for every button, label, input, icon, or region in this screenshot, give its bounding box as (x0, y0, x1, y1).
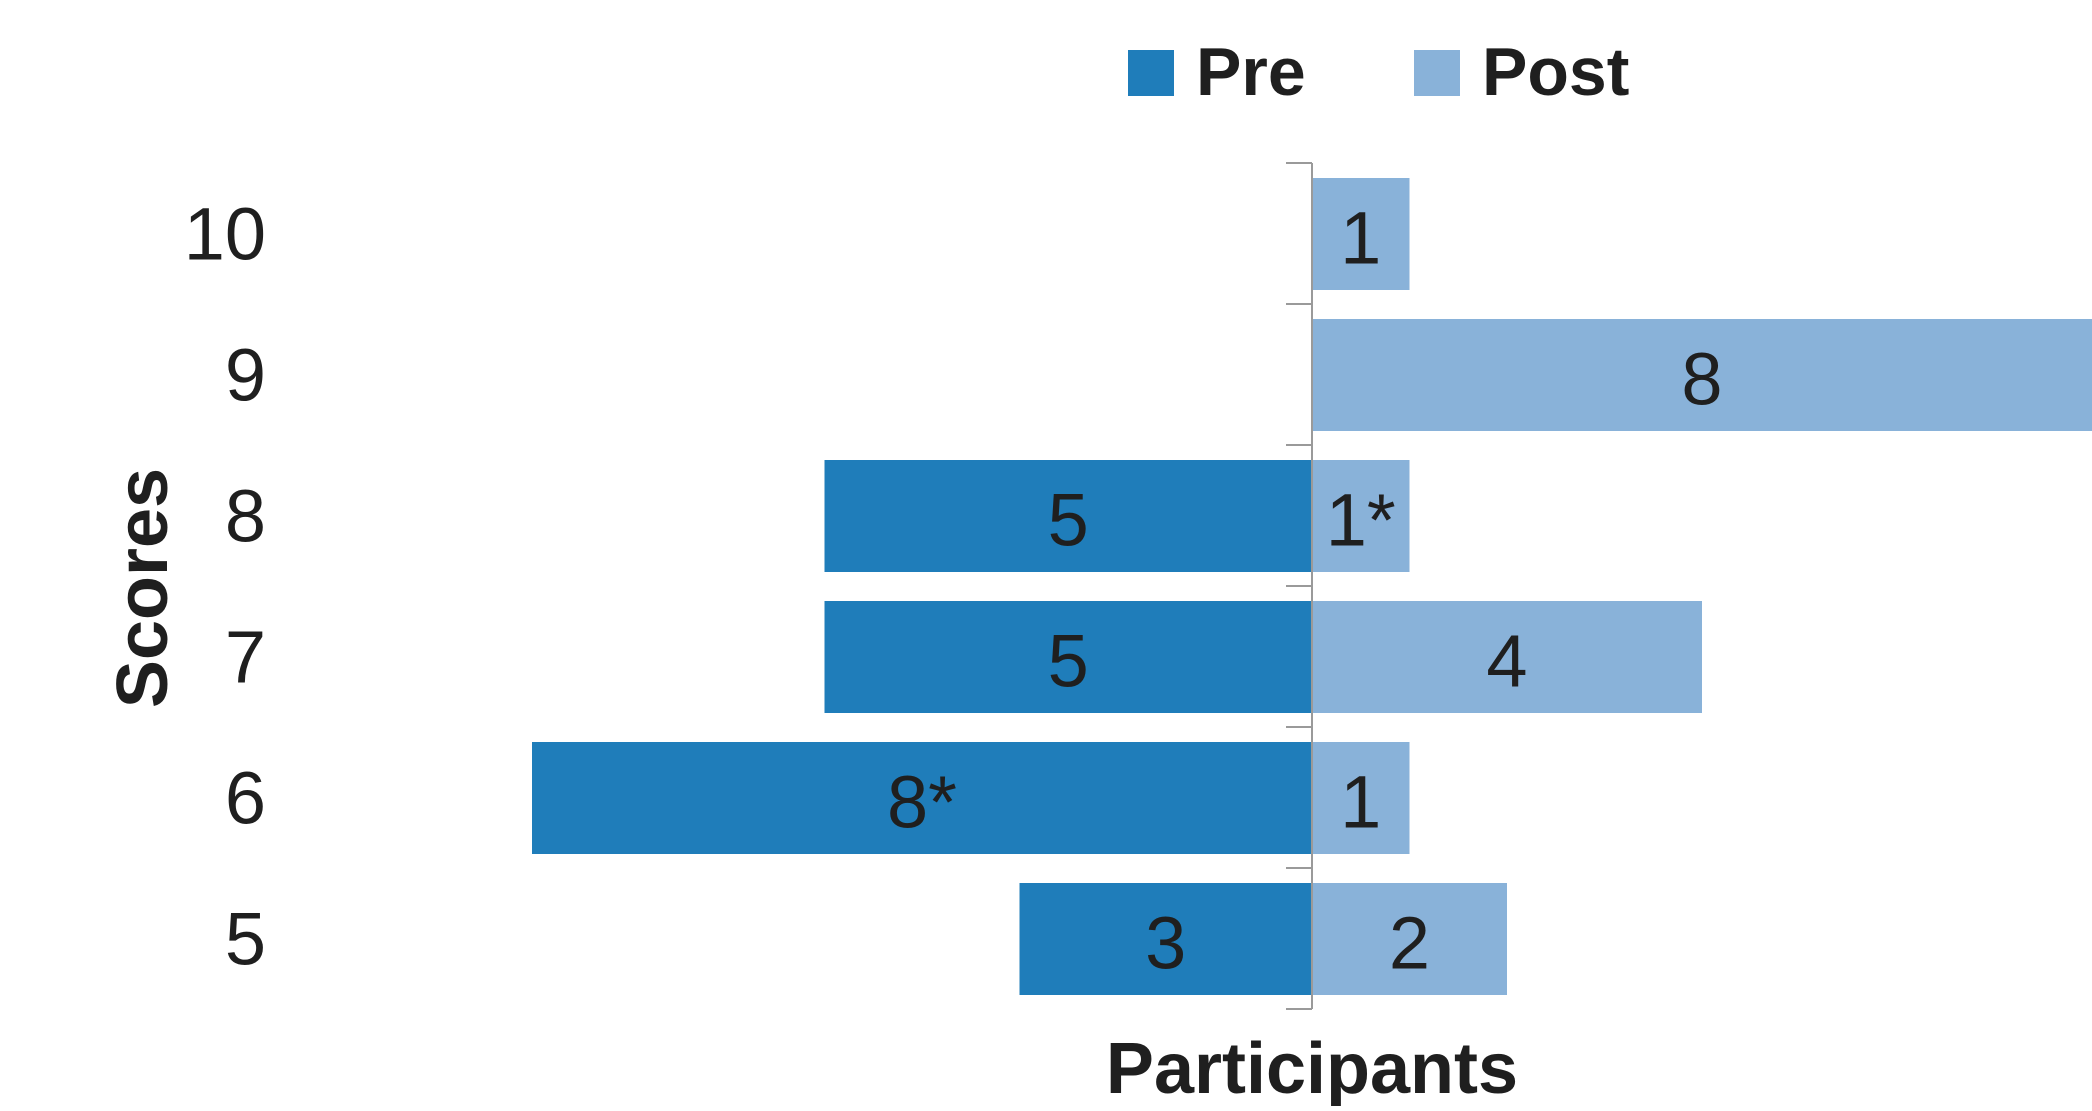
bar-post (1312, 460, 1410, 572)
data-label-pre: 8* (887, 761, 957, 844)
legend: Pre Post (1128, 34, 1629, 110)
y-axis-title: Scores (103, 468, 183, 708)
bar-pre (532, 742, 1312, 854)
data-label-post: 1 (1340, 197, 1381, 280)
legend-swatch-pre (1128, 50, 1174, 96)
data-label-post: 1* (1326, 479, 1396, 562)
bar-pre (824, 460, 1312, 572)
category-label: 5 (225, 898, 266, 981)
bars: 1 8 5 1* 5 4 8* 1 3 2 (532, 178, 2092, 995)
category-label: 6 (225, 757, 266, 840)
data-label-pre: 3 (1145, 902, 1186, 985)
category-labels: 10 9 8 7 6 5 (184, 193, 266, 981)
category-label: 8 (225, 475, 266, 558)
category-label: 10 (184, 193, 266, 276)
legend-label-pre: Pre (1196, 34, 1306, 110)
data-label-post: 4 (1486, 620, 1527, 703)
category-label: 9 (225, 334, 266, 417)
bar-post (1312, 601, 1702, 713)
bar-pre (1019, 883, 1312, 995)
legend-swatch-post (1414, 50, 1460, 96)
category-label: 7 (225, 616, 266, 699)
x-axis-title: Participants (1106, 1029, 1518, 1106)
bar-post (1312, 178, 1410, 290)
data-label-post: 1 (1340, 761, 1381, 844)
legend-label-post: Post (1482, 34, 1629, 110)
data-label-pre: 5 (1048, 620, 1089, 703)
bar-post (1312, 883, 1507, 995)
data-label-pre: 5 (1048, 479, 1089, 562)
data-label-post: 2 (1389, 902, 1430, 985)
bar-post (1312, 742, 1410, 854)
bar-pre (824, 601, 1312, 713)
data-label-post: 8 (1681, 338, 1722, 421)
center-axis (1286, 162, 1313, 1010)
bar-post (1312, 319, 2092, 431)
